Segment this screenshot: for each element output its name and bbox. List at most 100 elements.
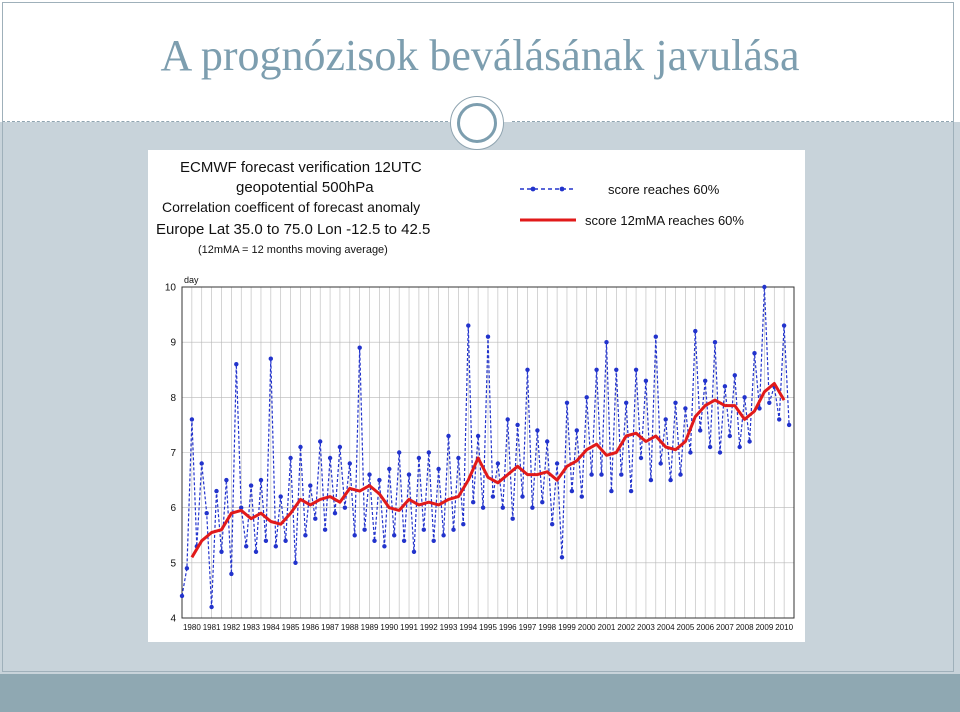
series-line-score bbox=[181, 286, 790, 608]
x-tick-label: 2010 bbox=[775, 623, 793, 632]
y-tick-label: 7 bbox=[170, 448, 176, 459]
data-point-score bbox=[781, 323, 787, 328]
y-tick-label: 5 bbox=[170, 558, 176, 569]
legend-marker-score bbox=[530, 186, 536, 192]
x-tick-label: 1995 bbox=[479, 623, 497, 632]
data-point-score bbox=[397, 450, 402, 455]
data-point-score bbox=[229, 571, 234, 577]
data-point-score bbox=[367, 472, 372, 477]
data-point-score bbox=[382, 544, 387, 549]
data-point-score bbox=[322, 527, 328, 532]
data-point-score bbox=[717, 450, 723, 455]
x-tick-label: 1998 bbox=[538, 623, 556, 632]
data-point-score bbox=[475, 433, 481, 439]
data-point-score bbox=[451, 527, 456, 532]
data-point-score bbox=[752, 351, 757, 356]
data-point-score bbox=[673, 400, 678, 405]
data-point-score bbox=[540, 500, 545, 505]
data-point-score bbox=[485, 334, 491, 339]
data-point-score bbox=[278, 494, 283, 499]
data-point-score bbox=[569, 488, 575, 494]
data-point-score bbox=[510, 516, 515, 521]
data-point-score bbox=[722, 384, 728, 389]
data-point-score bbox=[742, 395, 747, 400]
data-point-score bbox=[550, 522, 555, 527]
data-point-score bbox=[327, 455, 333, 461]
data-point-score bbox=[584, 395, 589, 400]
data-point-score bbox=[466, 323, 471, 328]
y-axis-label: day bbox=[184, 275, 199, 285]
data-point-score bbox=[342, 505, 348, 510]
data-point-score bbox=[757, 406, 762, 411]
x-tick-label: 2008 bbox=[736, 623, 754, 632]
x-tick-label: 1980 bbox=[183, 623, 201, 632]
data-point-score bbox=[372, 538, 377, 543]
x-tick-label: 1981 bbox=[203, 623, 221, 632]
data-point-score bbox=[668, 477, 673, 483]
data-point-score bbox=[574, 428, 579, 433]
y-tick-label: 6 bbox=[170, 503, 176, 514]
data-point-score bbox=[179, 593, 185, 599]
data-point-score bbox=[599, 472, 604, 477]
data-point-score bbox=[426, 450, 431, 455]
y-tick-label: 10 bbox=[165, 283, 177, 294]
data-point-score bbox=[727, 433, 732, 439]
data-point-score bbox=[456, 455, 461, 461]
data-point-score bbox=[594, 367, 599, 372]
data-point-score bbox=[480, 505, 486, 510]
data-point-score bbox=[436, 466, 441, 472]
legend-label-score: score reaches 60% bbox=[608, 182, 720, 197]
x-tick-label: 1996 bbox=[499, 623, 517, 632]
data-point-score bbox=[707, 444, 713, 450]
series-line-12mma bbox=[190, 382, 786, 559]
data-point-score bbox=[515, 422, 520, 428]
data-point-score bbox=[688, 450, 693, 455]
data-point-score bbox=[609, 488, 614, 494]
data-point-score bbox=[579, 494, 584, 499]
data-point-score bbox=[184, 566, 190, 571]
data-point-score bbox=[678, 472, 683, 477]
data-point-score bbox=[283, 538, 288, 543]
x-tick-label: 1989 bbox=[361, 623, 379, 632]
chart-title-line: Correlation coefficent of forecast anoma… bbox=[162, 199, 420, 215]
data-point-score bbox=[500, 505, 505, 510]
data-point-score bbox=[643, 378, 649, 383]
data-point-score bbox=[234, 362, 239, 367]
x-tick-label: 2006 bbox=[696, 623, 714, 632]
y-tick-label: 9 bbox=[170, 338, 176, 349]
x-tick-label: 2003 bbox=[637, 623, 655, 632]
data-point-score bbox=[273, 544, 278, 549]
data-point-score bbox=[604, 340, 609, 345]
data-point-score bbox=[747, 439, 752, 444]
header-divider-right bbox=[512, 121, 954, 122]
x-tick-label: 1993 bbox=[440, 623, 458, 632]
x-tick-label: 1987 bbox=[321, 623, 339, 632]
data-point-score bbox=[421, 527, 426, 532]
y-tick-label: 8 bbox=[170, 393, 176, 404]
data-point-score bbox=[332, 511, 338, 516]
data-point-score bbox=[653, 334, 658, 339]
data-point-score bbox=[712, 340, 718, 345]
data-point-score bbox=[767, 400, 772, 405]
plot-frame bbox=[181, 286, 795, 619]
data-point-score bbox=[446, 433, 451, 439]
data-point-score bbox=[471, 500, 476, 505]
data-point-score bbox=[209, 604, 214, 610]
data-point-score bbox=[559, 555, 565, 560]
data-point-score bbox=[263, 538, 269, 543]
x-tick-label: 1986 bbox=[301, 623, 319, 632]
x-tick-label: 2009 bbox=[755, 623, 773, 632]
data-point-score bbox=[219, 549, 224, 554]
data-point-score bbox=[614, 367, 619, 372]
chart-title-line: Europe Lat 35.0 to 75.0 Lon -12.5 to 42.… bbox=[156, 221, 430, 238]
x-tick-label: 2002 bbox=[617, 623, 635, 632]
data-point-score bbox=[411, 549, 417, 554]
divider-circle-ornament bbox=[450, 96, 504, 150]
data-point-score bbox=[431, 538, 436, 543]
data-point-score bbox=[357, 345, 362, 350]
data-point-score bbox=[530, 505, 535, 510]
forecast-verification-chart: ECMWF forecast verification 12UTC geopote… bbox=[156, 159, 795, 632]
x-tick-label: 2007 bbox=[716, 623, 734, 632]
y-tick-label: 4 bbox=[170, 614, 176, 625]
x-tick-label: 1999 bbox=[558, 623, 576, 632]
